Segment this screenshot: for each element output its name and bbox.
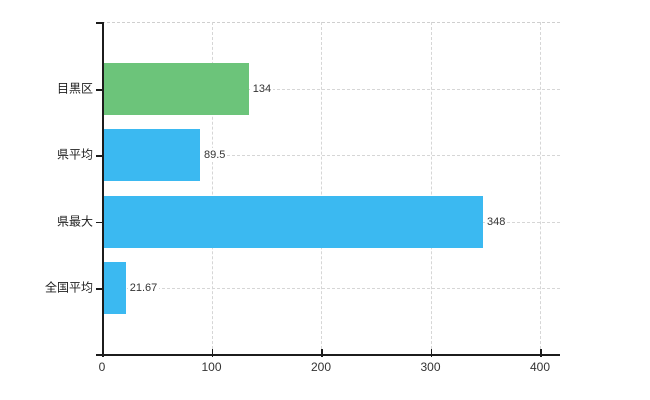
bar-目黒区[interactable] [102, 63, 249, 115]
value-label-row1: 89.5 [202, 148, 228, 163]
y-tick-top [96, 22, 102, 24]
bar-全国平均[interactable] [102, 262, 126, 314]
bar-県最大[interactable] [102, 195, 484, 248]
category-label-県最大: 県最大 [56, 214, 93, 229]
x-gridline-100 [211, 22, 213, 354]
x-tick-300 [430, 349, 432, 357]
x-tick-label-200: 200 [310, 360, 332, 374]
x-tick-0 [102, 349, 104, 357]
y-tick-row2 [96, 221, 102, 224]
category-label-県平均: 県平均 [56, 147, 93, 162]
x-tick-label-0: 0 [98, 360, 106, 374]
x-tick-label-300: 300 [420, 360, 441, 374]
x-gridline-400 [540, 22, 541, 354]
x-tick-400 [540, 349, 542, 357]
y-tick-row3 [96, 288, 102, 290]
y-tick-row0 [96, 89, 102, 91]
x-tick-100 [211, 349, 213, 357]
x-tick-label-400: 400 [529, 360, 551, 374]
x-tick-label-100: 100 [201, 360, 222, 374]
x-gridline-300 [430, 22, 432, 354]
y-gridline-row1 [102, 155, 560, 157]
y-axis-line [102, 22, 104, 357]
y-gridline-row0 [102, 89, 560, 90]
bar-県平均[interactable] [102, 129, 200, 182]
value-label-row3: 21.67 [127, 281, 160, 295]
y-gridline-row3 [102, 288, 560, 289]
category-label-全国平均: 全国平均 [44, 280, 93, 295]
plot-top-border [102, 22, 560, 23]
value-label-row2: 348 [485, 214, 508, 229]
x-axis-line [96, 354, 560, 356]
category-label-目黒区: 目黒区 [56, 81, 93, 96]
x-gridline-200 [321, 22, 322, 354]
y-tick-row1 [96, 155, 102, 157]
value-label-row0: 134 [250, 82, 274, 96]
x-tick-200 [321, 349, 323, 357]
